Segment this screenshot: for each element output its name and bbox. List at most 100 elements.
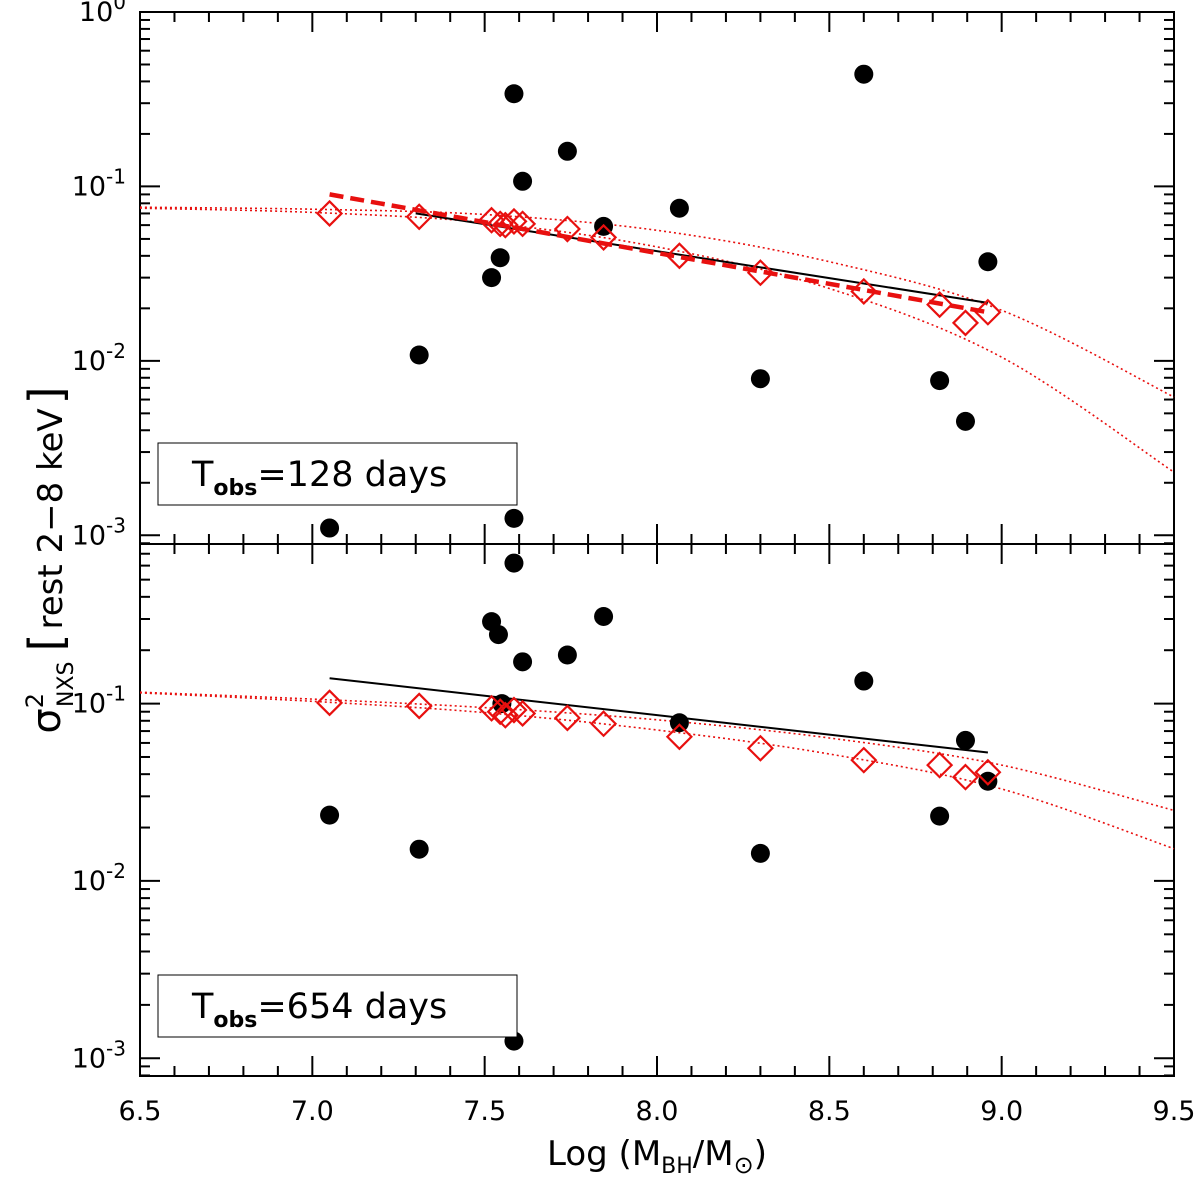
bottom-observed-point [504, 553, 524, 573]
top-y-tick-base: 10 [79, 0, 113, 28]
top-panel-ticks [139, 11, 1175, 545]
bottom-model-diamond [316, 689, 344, 717]
top-y-tick-base: 10 [72, 346, 106, 377]
bottom-panel-markers [316, 553, 1002, 1051]
bottom-observed-point [750, 843, 770, 863]
top-model-diamond [951, 309, 980, 337]
bottom-red-dotted-upper [139, 691, 1175, 812]
top-y-tick-exp: 0 [113, 0, 126, 14]
bottom-y-tick-exp: -2 [106, 859, 126, 883]
bottom-observed-point [557, 645, 577, 665]
x-axis-label: Log (MBH/M⊙) [547, 1134, 767, 1179]
bottom-model-diamond [509, 699, 537, 728]
top-model-diamond [665, 242, 693, 270]
bottom-model-diamond [665, 723, 693, 751]
bottom-y-tick-exp: -3 [106, 1036, 126, 1060]
top-observed-point [490, 248, 510, 268]
bottom-observed-point [594, 606, 614, 626]
bottom-model-diamond [974, 758, 1002, 786]
top-y-tick-exp: -3 [106, 513, 126, 537]
bottom-y-tick-exp: -1 [106, 682, 126, 706]
bottom-observed-point [488, 625, 508, 645]
bottom-annotation-text: Tobs=654 days [191, 987, 447, 1033]
bottom-model-diamond [553, 704, 581, 732]
bottom-red-dotted-lower [139, 692, 1175, 850]
bottom-y-tick-label: 10-2 [72, 859, 126, 897]
bottom-panel-ticks [139, 544, 1175, 1077]
bottom-observed-point [492, 694, 512, 714]
bottom-observed-point [669, 713, 689, 733]
x-tick-label: 8.0 [636, 1096, 679, 1127]
bottom-panel-y-labels: 10-110-210-3 [72, 682, 126, 1075]
top-y-tick-label: 10-3 [72, 513, 126, 551]
bottom-panel-annotation: Tobs=654 days [157, 974, 518, 1038]
top-model-diamond [974, 298, 1002, 326]
top-observed-point [557, 141, 577, 161]
x-tick-label: 7.5 [463, 1096, 506, 1127]
bottom-model-diamond [500, 696, 528, 724]
top-annotation-box [157, 442, 518, 506]
x-tick-label: 9.0 [980, 1096, 1023, 1127]
top-model-diamond [486, 210, 514, 238]
top-observed-point [482, 268, 502, 288]
top-observed-point [669, 198, 689, 218]
bottom-observed-point [409, 839, 429, 859]
top-y-tick-base: 10 [72, 171, 106, 202]
top-panel-annotation: Tobs=128 days [157, 442, 518, 506]
x-tick-label: 9.5 [1153, 1096, 1196, 1127]
top-y-tick-label: 10-1 [72, 164, 126, 202]
top-model-diamond [478, 206, 506, 234]
top-observed-point [504, 84, 524, 104]
bottom-model-diamond [405, 692, 433, 720]
top-model-diamond [405, 203, 433, 231]
top-model-diamond [850, 277, 878, 305]
top-model-diamond [746, 259, 774, 287]
top-y-tick-base: 10 [72, 520, 106, 551]
bottom-y-tick-label: 10-3 [72, 1036, 126, 1074]
bottom-model-diamond [590, 710, 618, 738]
bottom-observed-point [955, 730, 975, 750]
bottom-y-tick-base: 10 [72, 1043, 106, 1074]
top-observed-point [513, 171, 533, 191]
bottom-model-diamond [850, 746, 878, 774]
x-tick-label: 7.0 [291, 1096, 334, 1127]
top-observed-point [409, 345, 429, 365]
bottom-annotation-box [157, 974, 518, 1038]
bottom-panel-curves [139, 677, 1175, 850]
top-panel-curves [139, 192, 1175, 473]
top-annotation-text: Tobs=128 days [191, 455, 447, 501]
top-observed-point [854, 64, 874, 84]
y-axis-label: σ2 NXS[rest 2−8 keV] [19, 386, 79, 733]
top-observed-point [930, 371, 950, 391]
top-annotation-sub: obs [213, 476, 257, 501]
bottom-model-diamond [478, 694, 506, 722]
top-model-diamond [590, 223, 618, 251]
x-tick-labels: 6.5 7.0 7.5 8.0 8.5 9.0 9.5 [119, 1096, 1196, 1127]
top-observed-point [320, 518, 340, 538]
top-red-dashed-fit [329, 192, 989, 315]
bottom-y-tick-label: 10-1 [72, 682, 126, 720]
top-observed-point [978, 252, 998, 272]
top-y-tick-label: 100 [79, 0, 126, 28]
top-model-diamond [553, 215, 581, 243]
top-panel-markers [316, 64, 1002, 538]
top-model-diamond [509, 210, 537, 238]
bottom-observed-point [978, 771, 998, 791]
top-model-diamond [316, 199, 344, 228]
bottom-panel: 10-110-210-3 Tobs=654 days [72, 543, 1175, 1077]
bottom-y-tick-base: 10 [72, 689, 106, 720]
top-observed-point [955, 411, 975, 431]
x-tick-label: 8.5 [808, 1096, 851, 1127]
bottom-model-diamond [746, 734, 774, 762]
top-y-tick-exp: -2 [106, 339, 126, 363]
bottom-black-fit-line [329, 677, 989, 754]
top-red-dotted-upper [139, 206, 1175, 398]
x-tick-label: 6.5 [119, 1096, 162, 1127]
bottom-annotation-sub: obs [213, 1008, 257, 1033]
bottom-observed-point [513, 652, 533, 672]
bottom-observed-point [930, 806, 950, 826]
bottom-observed-point [854, 671, 874, 691]
